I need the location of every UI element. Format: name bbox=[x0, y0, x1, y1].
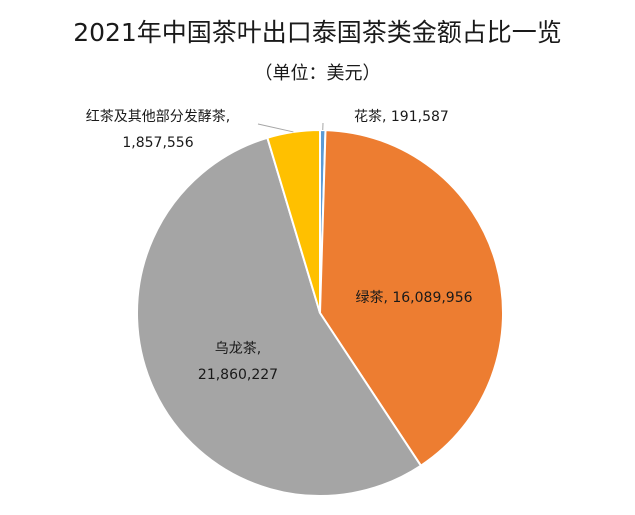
data-label-lvcha-line-1: 绿茶, 16,089,956 bbox=[355, 290, 472, 306]
data-label-huacha-line-1: 花茶, 191,587 bbox=[354, 109, 449, 125]
pie-slice-hongcha bbox=[266, 128, 321, 314]
data-label-hongcha-line-1: 红茶及其他部分发酵茶, bbox=[86, 109, 230, 125]
chart-title: 2021年中国茶叶出口泰国茶类金额占比一览 bbox=[73, 18, 562, 47]
leader-line-hongcha bbox=[257, 123, 294, 133]
pie-slice-wulongcha bbox=[136, 136, 423, 497]
data-label-hongcha: 红茶及其他部分发酵茶, 1,857,556 bbox=[86, 109, 230, 151]
data-label-lvcha: 绿茶, 16,089,956 bbox=[355, 290, 472, 306]
chart-subtitle: （单位：美元） bbox=[254, 63, 381, 84]
data-label-huacha: 花茶, 191,587 bbox=[354, 109, 449, 125]
data-label-hongcha-line-2: 1,857,556 bbox=[122, 135, 193, 151]
data-label-wulongcha-line-2: 21,860,227 bbox=[198, 367, 278, 383]
data-label-wulongcha-line-1: 乌龙茶, bbox=[215, 341, 261, 357]
data-label-wulongcha: 乌龙茶, 21,860,227 bbox=[198, 341, 278, 383]
